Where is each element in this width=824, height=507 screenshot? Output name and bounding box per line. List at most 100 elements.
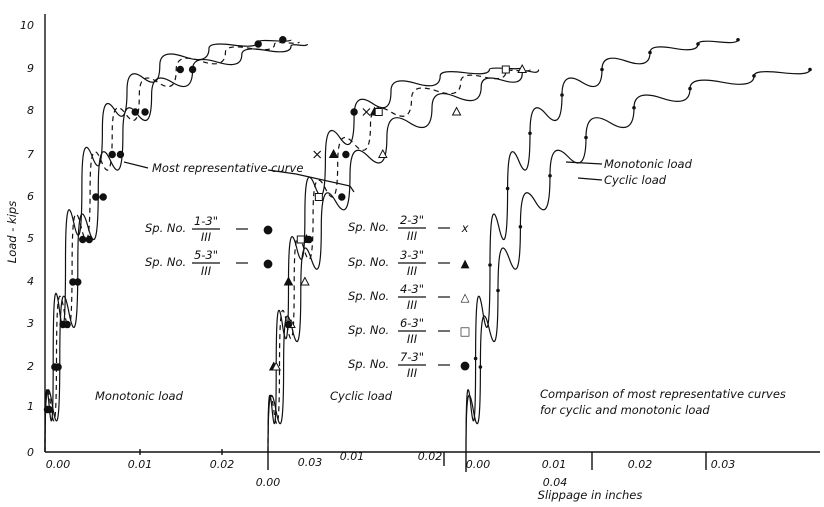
comparison-curve-point <box>560 93 564 97</box>
data-point-sp-no-6-3-iii <box>314 193 323 201</box>
comparison-curve-point <box>752 74 756 78</box>
x-tick-label-p2: 0.00 <box>256 476 281 489</box>
data-point-sp-no-5-3-iii <box>45 405 53 414</box>
comparison-label-line2: for cyclic and monotonic load <box>540 403 710 417</box>
legend-numerator: 4-3" <box>400 282 424 296</box>
data-point-sp-no-2-3-iii <box>362 108 371 116</box>
comparison-curve-point <box>632 105 636 110</box>
data-point-sp-no-6-3-iii <box>374 108 383 116</box>
data-point-sp-no-4-3-iii <box>271 361 282 371</box>
x-tick-label-p1: 0.01 <box>128 458 153 471</box>
comparison-curve-point <box>488 263 492 267</box>
legend-numerator: 1-3" <box>194 214 218 228</box>
comparison-curve-point <box>808 67 812 72</box>
legend-entry: Sp. No. 4-3" III △ <box>348 282 470 312</box>
legend-entry: Sp. No. 7-3" III ● <box>348 350 470 380</box>
data-point-sp-no-4-3-iii <box>377 148 388 158</box>
monotonic-load-label: Monotonic load <box>95 389 184 403</box>
x-tick-label-p2: 0.04 <box>543 476 568 489</box>
comparison-curve-point <box>518 224 523 229</box>
data-point-sp-no-2-3-iii <box>313 150 322 159</box>
y-axis-title: Load - kips <box>5 201 19 263</box>
legend-marker: ● <box>460 358 470 372</box>
comparison-curve-point <box>473 356 478 361</box>
data-point-sp-no-1-3-iii <box>92 193 100 201</box>
curve-cyclic-label: Cyclic load <box>604 173 667 187</box>
legend-entry: Sp. No. 1-3" III ● <box>145 214 273 244</box>
data-point-sp-no-5-3-iii <box>188 65 197 74</box>
legend-numerator: 2-3" <box>400 213 424 227</box>
data-point-sp-no-4-3-iii <box>300 276 310 286</box>
data-point-sp-no-5-3-iii <box>63 320 71 329</box>
x-tick-label-p3: 0.02 <box>628 458 653 471</box>
curve-monotonic-1 <box>44 41 300 453</box>
legend-prefix: Sp. No. <box>348 289 389 303</box>
legend-marker: ● <box>263 256 273 270</box>
y-tick-label: 6 <box>27 190 34 203</box>
data-point-sp-no-1-3-iii <box>176 65 185 74</box>
comparison-curve-point <box>528 131 532 136</box>
y-tick-label: 3 <box>27 317 34 330</box>
data-point-sp-no-3-3-iii <box>328 148 339 158</box>
data-point-sp-no-5-3-iii <box>85 235 93 244</box>
x-tick-label-p1: 0.00 <box>46 458 71 471</box>
legend-prefix: Sp. No. <box>145 221 186 235</box>
legend-denominator: III <box>407 264 418 278</box>
comparison-cyclic-curve <box>465 69 811 453</box>
curve-group <box>44 39 811 453</box>
curve-monotonic-2 <box>44 43 308 453</box>
y-tick-label: 10 <box>20 19 34 32</box>
legend-numerator: 7-3" <box>400 350 424 364</box>
comparison-curve-point <box>600 67 604 72</box>
legend-numerator: 6-3" <box>400 316 424 330</box>
legend-entry: Sp. No. 6-3" III □ <box>348 316 470 346</box>
legend-marker: x <box>461 221 469 235</box>
x-tick-label-p2: 0.03 <box>298 456 323 469</box>
data-point-sp-no-5-3-iii <box>54 363 62 371</box>
legend-marker: ▲ <box>461 256 470 270</box>
curve-monotonic-label: Monotonic load <box>604 157 693 171</box>
legend-denominator: III <box>407 298 418 312</box>
point-group <box>43 36 812 414</box>
x-tick-label-p3: 0.01 <box>542 458 567 471</box>
x-tick-label-p3: 0.03 <box>711 458 736 471</box>
data-point-sp-no-5-3-iii <box>99 193 107 201</box>
legend-prefix: Sp. No. <box>145 255 186 269</box>
curve-monotonic-0 <box>44 39 292 453</box>
legend-left: Sp. No. 1-3" III ● Sp. No. 5-3" III ● <box>145 214 273 278</box>
y-tick-label: 1 <box>27 400 34 413</box>
comparison-curve-point <box>548 173 552 178</box>
legend-denominator: III <box>407 332 418 346</box>
data-point-sp-no-7-3-iii <box>305 235 313 244</box>
legend-denominator: III <box>407 229 418 243</box>
data-point-sp-no-7-3-iii <box>350 108 358 116</box>
data-point-sp-no-7-3-iii <box>284 320 293 329</box>
most-representative-label: Most representative curve <box>152 161 303 175</box>
comparison-curve-point <box>696 42 700 46</box>
data-point-sp-no-4-3-iii <box>517 63 528 73</box>
y-tick-label: 8 <box>27 104 34 117</box>
x-axis-title: Slippage in inches <box>538 488 643 502</box>
leader-line <box>565 161 603 165</box>
curve-cyclic-1 <box>267 69 531 453</box>
legend-entry: Sp. No. 5-3" III ● <box>145 248 273 278</box>
comparison-curve-point <box>584 135 588 140</box>
data-point-sp-no-7-3-iii <box>342 150 350 159</box>
leader-line <box>267 169 355 193</box>
comparison-curve-point <box>478 365 483 369</box>
comparison-label-line1: Comparison of most representative curves <box>540 387 786 401</box>
y-tick-label: 0 <box>27 446 34 459</box>
legend-denominator: III <box>201 230 212 244</box>
comparison-curve-point <box>648 50 652 55</box>
comparison-curve-point <box>505 186 510 191</box>
data-point-sp-no-1-3-iii <box>79 235 87 244</box>
data-point-sp-no-1-3-iii <box>131 108 139 116</box>
data-point-sp-no-6-3-iii <box>296 235 305 244</box>
y-tick-label: 4 <box>27 275 34 288</box>
y-tick-label: 5 <box>27 232 34 245</box>
data-point-sp-no-6-3-iii <box>501 65 510 74</box>
legend-entry: Sp. No. 3-3" III ▲ <box>348 248 470 278</box>
data-point-sp-no-1-3-iii <box>108 150 116 159</box>
data-point-sp-no-4-3-iii <box>451 106 462 116</box>
